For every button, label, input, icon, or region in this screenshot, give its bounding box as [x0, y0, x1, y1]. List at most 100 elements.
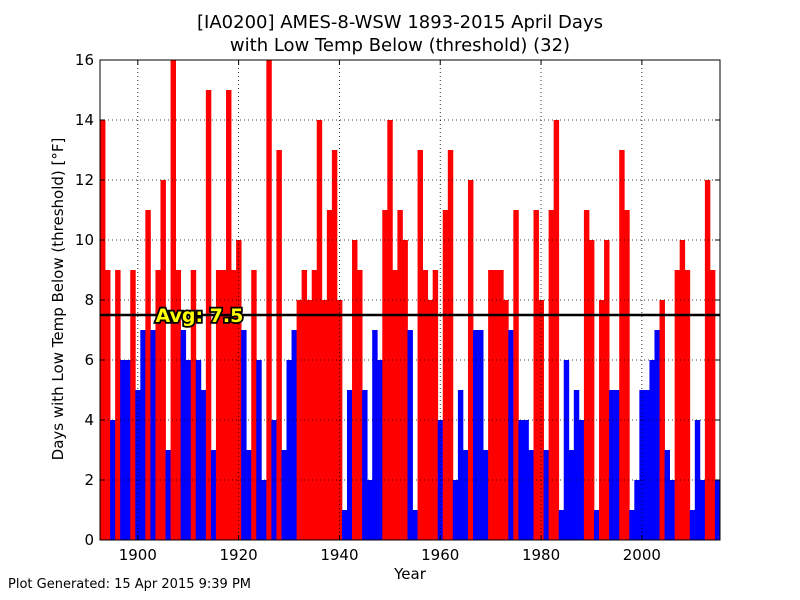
- chart-title-line-2: with Low Temp Below (threshold) (32): [229, 35, 571, 56]
- bar-1944: [357, 270, 363, 540]
- bar-1942: [346, 390, 353, 540]
- bar-1919: [231, 270, 237, 540]
- x-tick-label: 1920: [220, 546, 258, 564]
- y-tick-label: 2: [84, 471, 94, 489]
- y-tick-label: 10: [75, 231, 94, 249]
- bar-1922: [246, 450, 252, 540]
- bar-1936: [316, 120, 323, 540]
- bar-1965: [462, 450, 469, 540]
- bar-1985: [563, 360, 570, 540]
- bar-1981: [543, 450, 550, 540]
- bar-1915: [210, 450, 217, 540]
- y-tick-label: 0: [84, 531, 94, 549]
- ticks-layer: 1900 1920 1940 1960 1980 2000 0 2 4 6 8 10 12 14 16: [75, 51, 720, 564]
- bar-1913: [200, 390, 207, 540]
- bar-1955: [412, 510, 418, 540]
- bar-1941: [341, 510, 348, 540]
- bar-1949: [382, 210, 388, 540]
- bar-1994: [609, 390, 615, 540]
- bar-1934: [306, 300, 313, 540]
- bar-2013: [704, 180, 711, 540]
- x-axis-label: Year: [394, 565, 426, 583]
- bar-2003: [654, 330, 660, 540]
- bar-1927: [271, 420, 277, 540]
- y-tick-label: 6: [84, 351, 94, 369]
- bar-1964: [457, 390, 464, 540]
- bar-1901: [140, 330, 146, 540]
- bar-1990: [588, 240, 595, 540]
- bar-2006: [669, 480, 676, 540]
- bar-1967: [473, 330, 479, 540]
- bar-1976: [518, 420, 524, 540]
- bar-1966: [467, 180, 474, 540]
- bar-1973: [503, 300, 509, 540]
- bar-1916: [215, 270, 222, 540]
- bar-2009: [684, 270, 691, 540]
- y-tick-label: 8: [84, 291, 94, 309]
- bar-2011: [694, 420, 701, 540]
- bar-1999: [634, 480, 640, 540]
- bar-1963: [452, 480, 459, 540]
- bar-1929: [281, 450, 287, 540]
- bar-1958: [427, 300, 434, 540]
- bar-1969: [483, 450, 489, 540]
- bar-1924: [256, 360, 262, 540]
- bar-2010: [689, 510, 696, 540]
- y-tick-label: 16: [75, 51, 94, 69]
- bar-1894: [105, 270, 111, 540]
- bar-1975: [513, 210, 519, 540]
- bar-1905: [160, 180, 166, 540]
- bar-1893: [100, 120, 106, 540]
- bar-2014: [709, 270, 716, 540]
- bar-1950: [387, 120, 393, 540]
- bar-1943: [352, 240, 358, 540]
- bar-1997: [624, 210, 630, 540]
- bar-1923: [251, 270, 257, 540]
- plot-generated-footer: Plot Generated: 15 Apr 2015 9:39 PM: [8, 577, 252, 592]
- bar-1931: [291, 330, 297, 540]
- bar-1992: [599, 300, 605, 540]
- bar-1945: [362, 390, 368, 540]
- y-tick-label: 14: [75, 111, 94, 129]
- bar-1928: [276, 150, 282, 540]
- bar-2005: [664, 450, 670, 540]
- bar-1906: [165, 450, 171, 540]
- bar-1921: [241, 330, 247, 540]
- bar-2008: [679, 240, 686, 540]
- bar-1938: [326, 210, 333, 540]
- x-tick-label: 1960: [421, 546, 459, 564]
- bar-1988: [578, 420, 585, 540]
- bar-1971: [493, 270, 499, 540]
- x-tick-label: 1900: [119, 546, 157, 564]
- bar-1925: [261, 480, 267, 540]
- bar-1939: [331, 150, 338, 540]
- bar-1998: [629, 510, 635, 540]
- bar-1991: [593, 510, 600, 540]
- bar-1986: [568, 450, 575, 540]
- bar-1896: [115, 270, 121, 540]
- bar-1920: [236, 240, 242, 540]
- bar-2002: [649, 360, 655, 540]
- bar-1982: [548, 210, 555, 540]
- bar-1968: [478, 330, 484, 540]
- y-axis-label: Days with Low Temp Below (threshold) [°F…: [49, 137, 67, 461]
- bar-1902: [145, 210, 151, 540]
- bar-1979: [533, 210, 539, 540]
- bar-1961: [442, 210, 449, 540]
- average-label: Avg: 7.5: [155, 305, 243, 327]
- bar-1987: [573, 390, 580, 540]
- bar-1908: [175, 270, 182, 540]
- bar-1959: [432, 270, 439, 540]
- bar-1974: [508, 330, 514, 540]
- bar-1947: [372, 330, 378, 540]
- y-tick-label: 12: [75, 171, 94, 189]
- bar-1996: [619, 150, 625, 540]
- bar-1970: [488, 270, 494, 540]
- bar-1978: [528, 450, 534, 540]
- bar-1993: [604, 240, 610, 540]
- x-tick-label: 1980: [522, 546, 560, 564]
- bar-1898: [125, 360, 131, 540]
- bars-layer: [100, 60, 721, 540]
- bar-1909: [180, 330, 187, 540]
